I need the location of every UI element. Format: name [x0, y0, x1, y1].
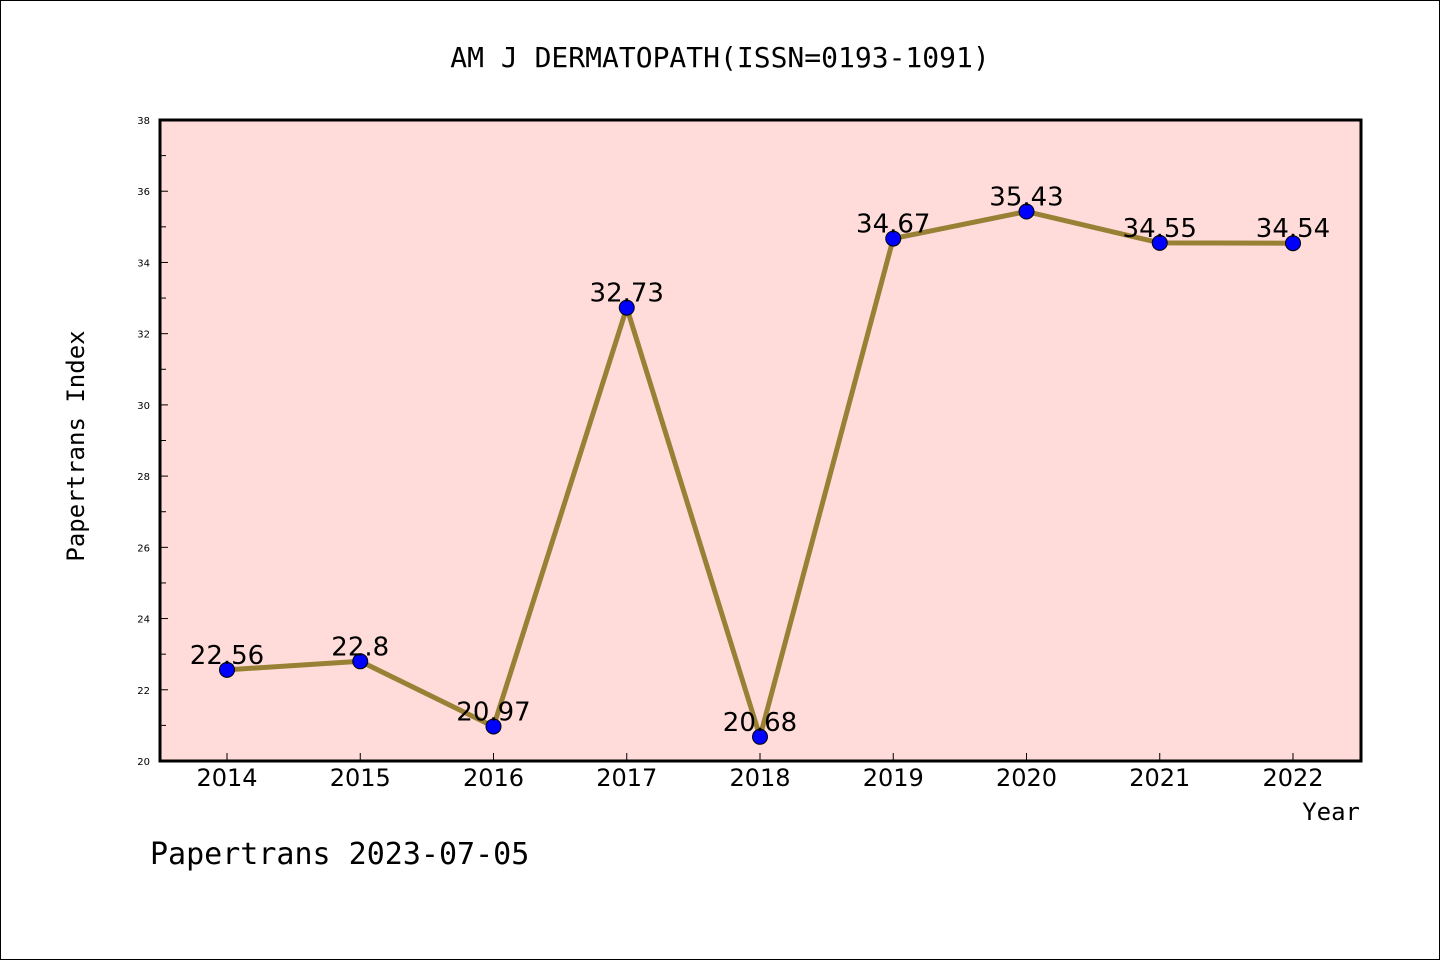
- y-tick-label: 30: [137, 401, 150, 412]
- y-axis-label: Papertrans Index: [62, 330, 90, 561]
- data-point-2016: [485, 718, 502, 735]
- data-point-2015: [352, 653, 369, 670]
- data-label-2021: 34.55: [1123, 214, 1197, 244]
- y-tick-label: 38: [137, 116, 150, 127]
- data-label-2015: 22.8: [331, 632, 389, 662]
- data-point-2014: [219, 661, 235, 678]
- x-axis-label: Year: [1302, 798, 1360, 826]
- y-tick-label: 22: [137, 686, 150, 697]
- x-tick-label: 2018: [729, 764, 790, 792]
- data-point-2021: [1151, 234, 1168, 251]
- footer-source-date: Papertrans 2023-07-05: [150, 837, 529, 872]
- y-tick-label: 20: [137, 757, 150, 768]
- data-labels: 22.56 22.8 20.97 32.73 20.68 34.67 35.43 34.55 3…: [190, 183, 1330, 738]
- x-axis: 2014 2015 2016 2017 2018 2019 2020 2021 2022: [196, 753, 1324, 792]
- x-tick-label: 2016: [463, 764, 524, 792]
- y-tick-label: 34: [137, 258, 150, 269]
- data-point-2019: [885, 230, 902, 247]
- x-tick-label: 2021: [1129, 764, 1190, 792]
- data-point-2022: [1285, 235, 1301, 252]
- data-point-2018: [752, 728, 768, 745]
- data-label-2020: 35.43: [989, 183, 1063, 213]
- y-tick-label: 26: [137, 543, 150, 554]
- y-tick-label: 36: [137, 187, 150, 198]
- data-label-2022: 34.54: [1256, 214, 1330, 244]
- chart-title: AM J DERMATOPATH(ISSN=0193-1091): [450, 41, 989, 74]
- y-tick-label: 28: [137, 472, 150, 483]
- y-axis: 20 22 24 26 28 30 32 34 36 38: [137, 116, 168, 768]
- data-label-2019: 34.67: [856, 210, 930, 240]
- data-label-2016: 20.97: [456, 697, 530, 727]
- x-tick-label: 2017: [596, 764, 657, 792]
- x-tick-label: 2022: [1262, 764, 1323, 792]
- data-point-2020: [1018, 203, 1035, 220]
- x-tick-label: 2015: [330, 764, 391, 792]
- x-tick-label: 2020: [996, 764, 1057, 792]
- data-label-2017: 32.73: [590, 279, 664, 309]
- y-tick-label: 24: [137, 615, 150, 626]
- x-tick-label: 2019: [863, 764, 924, 792]
- y-tick-label: 32: [137, 330, 150, 341]
- data-label-2018: 20.68: [723, 708, 797, 738]
- data-points: [219, 203, 1301, 745]
- x-tick-label: 2014: [196, 764, 257, 792]
- data-label-2014: 22.56: [190, 641, 264, 671]
- data-point-2017: [618, 299, 635, 316]
